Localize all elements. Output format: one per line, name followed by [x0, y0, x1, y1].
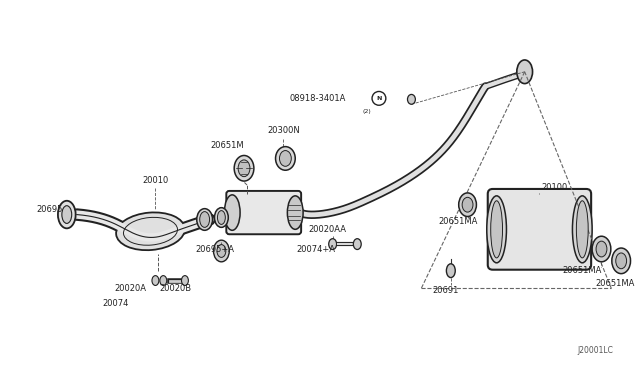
Ellipse shape: [459, 193, 476, 217]
Text: 20651MA: 20651MA: [438, 217, 477, 226]
Text: 20020A: 20020A: [115, 284, 147, 293]
Text: N: N: [376, 96, 381, 101]
Ellipse shape: [596, 241, 607, 257]
Text: 20651MA: 20651MA: [596, 279, 635, 288]
Text: J20001LC: J20001LC: [577, 346, 613, 355]
Ellipse shape: [572, 196, 592, 263]
Ellipse shape: [238, 160, 250, 177]
Ellipse shape: [234, 155, 254, 181]
Ellipse shape: [462, 197, 473, 212]
Ellipse shape: [182, 276, 188, 285]
Ellipse shape: [329, 239, 337, 250]
Ellipse shape: [62, 206, 72, 224]
Ellipse shape: [577, 201, 588, 258]
Ellipse shape: [353, 239, 361, 250]
Text: 20020AA: 20020AA: [308, 225, 347, 234]
Ellipse shape: [58, 201, 76, 228]
Ellipse shape: [516, 60, 532, 84]
Text: 20651MA: 20651MA: [562, 266, 602, 275]
Text: 20695: 20695: [37, 205, 63, 214]
Ellipse shape: [217, 245, 226, 257]
Ellipse shape: [214, 240, 229, 262]
Ellipse shape: [160, 276, 167, 285]
Ellipse shape: [487, 196, 506, 263]
Text: 20074: 20074: [103, 299, 129, 308]
FancyBboxPatch shape: [227, 191, 301, 234]
Ellipse shape: [214, 208, 228, 227]
FancyBboxPatch shape: [488, 189, 591, 270]
Ellipse shape: [116, 212, 185, 250]
Text: 20074+A: 20074+A: [296, 244, 335, 254]
Ellipse shape: [612, 248, 630, 274]
Ellipse shape: [446, 264, 455, 278]
Ellipse shape: [276, 147, 295, 170]
Ellipse shape: [592, 236, 611, 262]
Ellipse shape: [616, 253, 627, 269]
Ellipse shape: [287, 196, 303, 229]
Ellipse shape: [196, 209, 212, 230]
Circle shape: [372, 92, 386, 105]
Ellipse shape: [200, 212, 209, 227]
Ellipse shape: [218, 211, 225, 224]
Text: 08918-3401A: 08918-3401A: [289, 94, 346, 103]
Text: 20651M: 20651M: [211, 141, 244, 150]
Ellipse shape: [225, 195, 240, 230]
Text: 20010: 20010: [142, 176, 168, 185]
Text: 20691: 20691: [433, 286, 459, 295]
Ellipse shape: [152, 276, 159, 285]
Text: 20695+A: 20695+A: [195, 244, 234, 254]
Text: (2): (2): [363, 109, 371, 114]
Ellipse shape: [408, 94, 415, 104]
Text: 20100: 20100: [541, 183, 567, 192]
Text: 20300N: 20300N: [267, 126, 300, 135]
Ellipse shape: [491, 201, 502, 258]
Ellipse shape: [280, 151, 291, 166]
Text: 20020B: 20020B: [159, 284, 191, 293]
